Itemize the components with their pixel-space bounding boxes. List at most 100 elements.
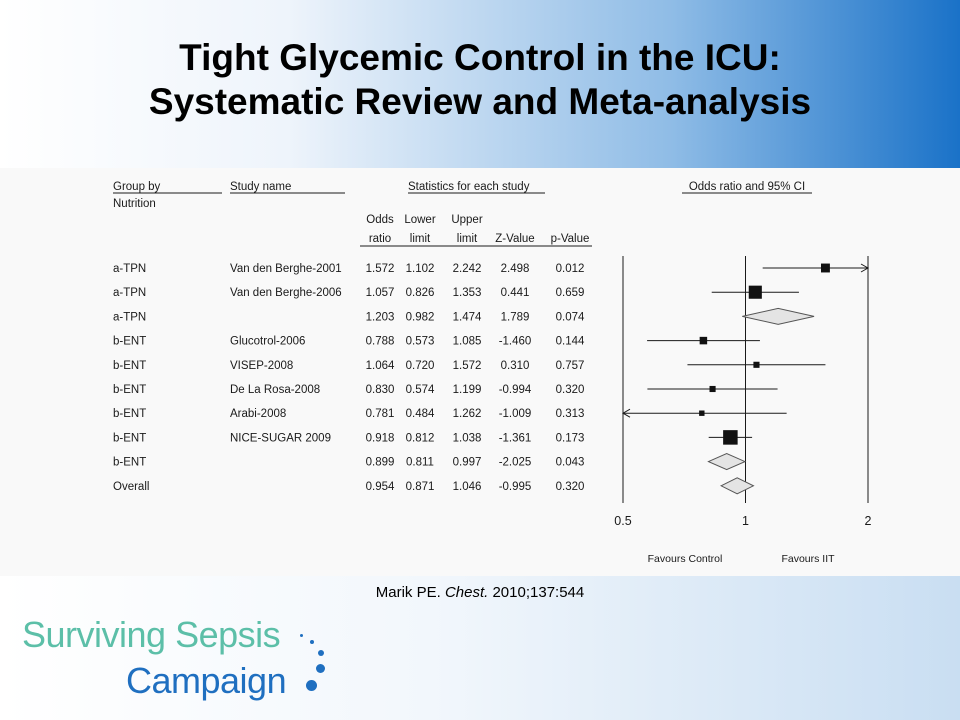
- row-odds-ratio: 0.781: [366, 408, 395, 420]
- slide-title-line2: Systematic Review and Meta-analysis: [148, 81, 812, 122]
- row-p-value: 0.320: [556, 384, 585, 396]
- row-z-value: 1.789: [501, 311, 530, 323]
- row-odds-ratio: 1.572: [366, 263, 395, 275]
- row-lower-limit: 0.720: [406, 360, 435, 372]
- logo-dot-icon: [316, 664, 325, 673]
- row-group-label: b-ENT: [113, 408, 146, 420]
- row-group-label: b-ENT: [113, 336, 146, 348]
- row-lower-limit: 0.871: [406, 481, 435, 493]
- row-upper-limit: 1.085: [453, 336, 482, 348]
- row-study-name: Arabi-2008: [230, 408, 286, 420]
- study-header: Study name: [230, 181, 291, 193]
- row-lower-limit: 1.102: [406, 263, 435, 275]
- citation-journal: Chest.: [444, 584, 489, 601]
- x-tick-label: 0.5: [614, 514, 631, 528]
- row-p-value: 0.043: [556, 457, 585, 469]
- row-upper-limit: 2.242: [453, 263, 482, 275]
- row-group-label: a-TPN: [113, 311, 146, 323]
- row-lower-limit: 0.574: [406, 384, 435, 396]
- logo-line1: Surviving Sepsis: [22, 614, 281, 655]
- ci-arrow-right: [860, 263, 870, 273]
- footer-area: [0, 576, 960, 720]
- row-study-name: VISEP-2008: [230, 360, 293, 372]
- summary-diamond: [719, 477, 755, 495]
- logo-dot-icon: [310, 640, 314, 644]
- row-odds-ratio: 0.788: [366, 336, 395, 348]
- row-lower-limit: 0.573: [406, 336, 435, 348]
- favours-control-label: Favours Control: [648, 553, 723, 565]
- row-study-name: NICE-SUGAR 2009: [230, 432, 331, 444]
- stats-group-header: Statistics for each study: [408, 181, 530, 193]
- row-group-label: b-ENT: [113, 384, 146, 396]
- row-z-value: -2.025: [499, 457, 532, 469]
- row-upper-limit: 1.262: [453, 408, 482, 420]
- plot-header: Odds ratio and 95% CI: [689, 181, 805, 193]
- row-odds-ratio: 1.057: [366, 287, 395, 299]
- logo-dot-icon: [318, 650, 324, 656]
- row-p-value: 0.012: [556, 263, 585, 275]
- odds-header: ratio: [369, 233, 391, 245]
- row-p-value: 0.659: [556, 287, 585, 299]
- row-study-name: Van den Berghe-2006: [230, 287, 342, 299]
- row-z-value: -1.361: [499, 432, 532, 444]
- point-estimate-square: [748, 285, 762, 299]
- row-group-label: b-ENT: [113, 457, 146, 469]
- row-z-value: -0.995: [499, 481, 532, 493]
- row-p-value: 0.074: [556, 311, 585, 323]
- z-header: Z-Value: [495, 233, 534, 245]
- row-z-value: -0.994: [499, 384, 532, 396]
- row-odds-ratio: 0.918: [366, 432, 395, 444]
- slide-title: Tight Glycemic Control in the ICU: Syste…: [0, 36, 960, 124]
- row-p-value: 0.320: [556, 481, 585, 493]
- logo-dot-icon: [300, 634, 303, 637]
- row-upper-limit: 1.046: [453, 481, 482, 493]
- logo-dot-icon: [306, 680, 317, 691]
- citation-author: Marik PE.: [375, 584, 441, 601]
- row-lower-limit: 0.811: [406, 457, 434, 469]
- row-group-label: a-TPN: [113, 287, 146, 299]
- row-lower-limit: 0.812: [406, 432, 435, 444]
- row-odds-ratio: 0.899: [366, 457, 395, 469]
- row-upper-limit: 1.572: [453, 360, 482, 372]
- row-group-label: b-ENT: [113, 360, 146, 372]
- x-tick-label: 2: [865, 514, 872, 528]
- ci-arrow-left: [621, 408, 631, 418]
- summary-diamond: [742, 307, 815, 325]
- row-upper-limit: 1.038: [453, 432, 482, 444]
- point-estimate-square: [709, 385, 716, 393]
- group-header: Group by: [113, 181, 161, 193]
- row-z-value: 2.498: [501, 263, 530, 275]
- row-lower-limit: 0.982: [406, 311, 435, 323]
- row-upper-limit: 1.199: [453, 384, 482, 396]
- row-study-name: De La Rosa-2008: [230, 384, 320, 396]
- favours-iit-label: Favours IIT: [781, 553, 835, 565]
- row-group-label: Overall: [113, 481, 149, 493]
- row-group-label: a-TPN: [113, 263, 146, 275]
- row-z-value: 0.441: [501, 287, 530, 299]
- row-lower-limit: 0.484: [406, 408, 435, 420]
- row-p-value: 0.144: [556, 336, 585, 348]
- row-lower-limit: 0.826: [406, 287, 435, 299]
- row-odds-ratio: 1.064: [366, 360, 395, 372]
- citation-ref: 2010;137:544: [492, 584, 585, 601]
- row-p-value: 0.757: [556, 360, 585, 372]
- title-banner: [0, 0, 960, 168]
- logo-line2: Campaign: [126, 660, 287, 701]
- row-p-value: 0.173: [556, 432, 585, 444]
- point-estimate-square: [723, 430, 738, 445]
- row-upper-limit: 1.353: [453, 287, 482, 299]
- odds-header: Odds: [366, 214, 394, 226]
- row-group-label: b-ENT: [113, 432, 146, 444]
- point-estimate-square: [699, 336, 708, 345]
- citation: Marik PE. Chest. 2010;137:544: [0, 584, 960, 601]
- upper-header: Upper: [451, 214, 482, 226]
- slide-title-line1: Tight Glycemic Control in the ICU:: [179, 37, 781, 78]
- row-upper-limit: 1.474: [453, 311, 482, 323]
- point-estimate-square: [699, 410, 705, 416]
- point-estimate-square: [753, 361, 760, 368]
- row-study-name: Van den Berghe-2001: [230, 263, 342, 275]
- point-estimate-square: [820, 263, 830, 273]
- row-z-value: -1.460: [499, 336, 532, 348]
- forest-plot-figure: Group by Nutrition Study name Statistics fo…: [0, 168, 960, 576]
- row-z-value: 0.310: [501, 360, 530, 372]
